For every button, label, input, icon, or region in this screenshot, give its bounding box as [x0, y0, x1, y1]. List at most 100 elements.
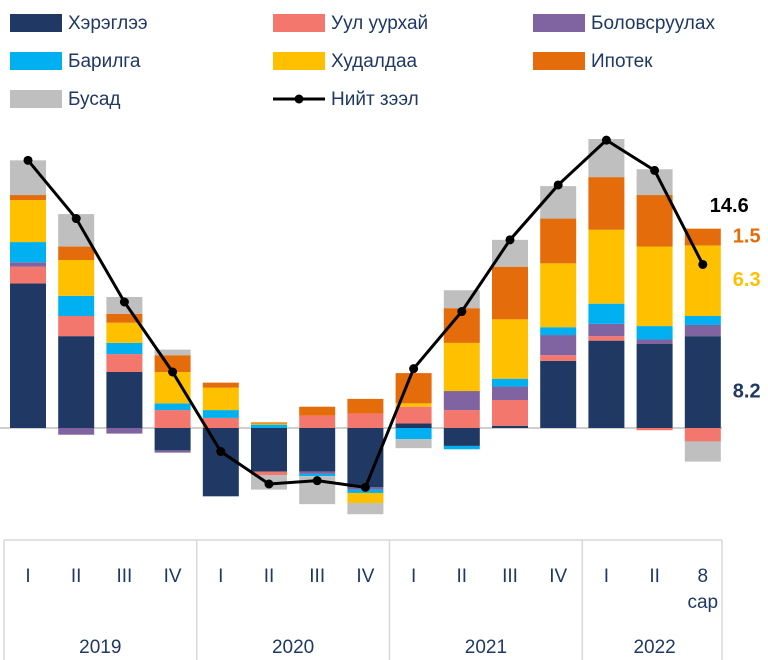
bar-segment — [540, 186, 577, 219]
bar-segment — [492, 378, 528, 387]
bar-segment — [636, 246, 673, 327]
legend-swatch — [533, 14, 585, 32]
x-tick-label: II — [649, 566, 660, 587]
line-point — [409, 364, 419, 374]
line-point — [650, 165, 660, 175]
bar-segment — [395, 439, 432, 449]
legend-label: Худалдаа — [331, 51, 418, 72]
bar-segment — [684, 316, 721, 325]
bar-segment — [588, 323, 625, 337]
bar-segment — [10, 242, 46, 263]
bar-segment — [58, 336, 95, 428]
x-tick-label: I — [25, 566, 30, 587]
bar-segment — [492, 266, 528, 320]
bar-segment — [154, 349, 191, 356]
bar-segment — [10, 262, 46, 267]
data-label: 8.2 — [733, 380, 761, 402]
bar-segment — [347, 492, 384, 504]
bar-segment — [202, 410, 239, 418]
bar-segment — [588, 336, 625, 341]
line-point — [216, 447, 226, 457]
bar-segment — [58, 295, 95, 316]
line-point — [360, 482, 370, 492]
bar-segment — [540, 218, 577, 264]
line-point — [71, 214, 81, 224]
legend-swatch — [273, 52, 325, 70]
bar-segment — [10, 160, 46, 196]
bar-segment — [299, 415, 336, 428]
data-label: 1.5 — [733, 225, 761, 247]
bar-segment — [540, 335, 577, 356]
bar-segment — [684, 441, 721, 462]
x-tick-label: II — [71, 566, 82, 587]
bar-segment — [443, 342, 480, 392]
bar-segment — [58, 316, 95, 337]
legend-swatch — [273, 14, 325, 32]
line-point — [119, 297, 129, 307]
bar-segment — [202, 387, 239, 411]
line-point — [264, 479, 274, 489]
bar-segment — [684, 336, 721, 428]
bar-segment — [106, 342, 143, 355]
bar-segment — [492, 400, 528, 426]
legend-swatch — [10, 90, 62, 108]
line-point — [601, 135, 611, 145]
line-point — [312, 476, 322, 486]
legend-swatch — [533, 52, 585, 70]
bar-segment — [58, 246, 95, 260]
group-label: 2019 — [79, 637, 121, 658]
legend-label: Бусад — [68, 89, 121, 110]
bar-segment — [106, 322, 143, 343]
x-tick-label: III — [309, 566, 325, 587]
x-tick-label: II — [457, 566, 468, 587]
bar-segment — [684, 324, 721, 337]
bar-segment — [154, 428, 191, 451]
bar-segment — [636, 326, 673, 340]
bar-segment — [154, 403, 191, 411]
bar-segment — [492, 386, 528, 400]
line-point — [553, 180, 563, 190]
group-label: 2021 — [465, 637, 507, 658]
line-point — [505, 235, 515, 245]
x-tick-label: I — [604, 566, 609, 587]
bar-segment — [202, 417, 239, 428]
legend-dot — [294, 94, 304, 104]
bar-segment — [636, 195, 673, 247]
bar-segment — [299, 473, 336, 477]
bar-segment — [588, 303, 625, 324]
bar-segment — [443, 410, 480, 428]
legend-swatch — [10, 14, 62, 32]
line-point — [23, 155, 33, 165]
bar-segment — [251, 424, 287, 428]
bar-segment — [636, 428, 673, 431]
legend-label: Уул уурхай — [331, 13, 428, 34]
bar-segment — [58, 428, 95, 435]
legend-label: Барилга — [68, 51, 141, 72]
x-tick-label: IV — [549, 566, 567, 587]
bar-segment — [347, 398, 384, 414]
bar-segment — [395, 423, 432, 428]
x-tick-label: IV — [356, 566, 374, 587]
bar-segment — [684, 228, 721, 246]
bar-segment — [492, 425, 528, 428]
bar-segment — [299, 471, 336, 474]
line-point — [457, 307, 467, 317]
bar-segment — [202, 382, 239, 388]
legend-swatch — [10, 52, 62, 70]
x-tick-label: I — [218, 566, 223, 587]
x-tick-label: III — [502, 566, 518, 587]
bar-segment — [299, 428, 336, 472]
bar-segment — [443, 445, 480, 450]
bar-segment — [347, 503, 384, 515]
bar-segment — [154, 372, 191, 404]
bar-segment — [154, 410, 191, 428]
bar-segment — [443, 391, 480, 411]
bar-segment — [492, 319, 528, 379]
bar-segment — [540, 360, 577, 428]
bar-segment — [154, 450, 191, 453]
bar-segment — [588, 229, 625, 304]
bar-segment — [106, 313, 143, 323]
bar-segment — [588, 340, 625, 428]
x-tick-label: III — [116, 566, 132, 587]
bar-segment — [684, 245, 721, 316]
